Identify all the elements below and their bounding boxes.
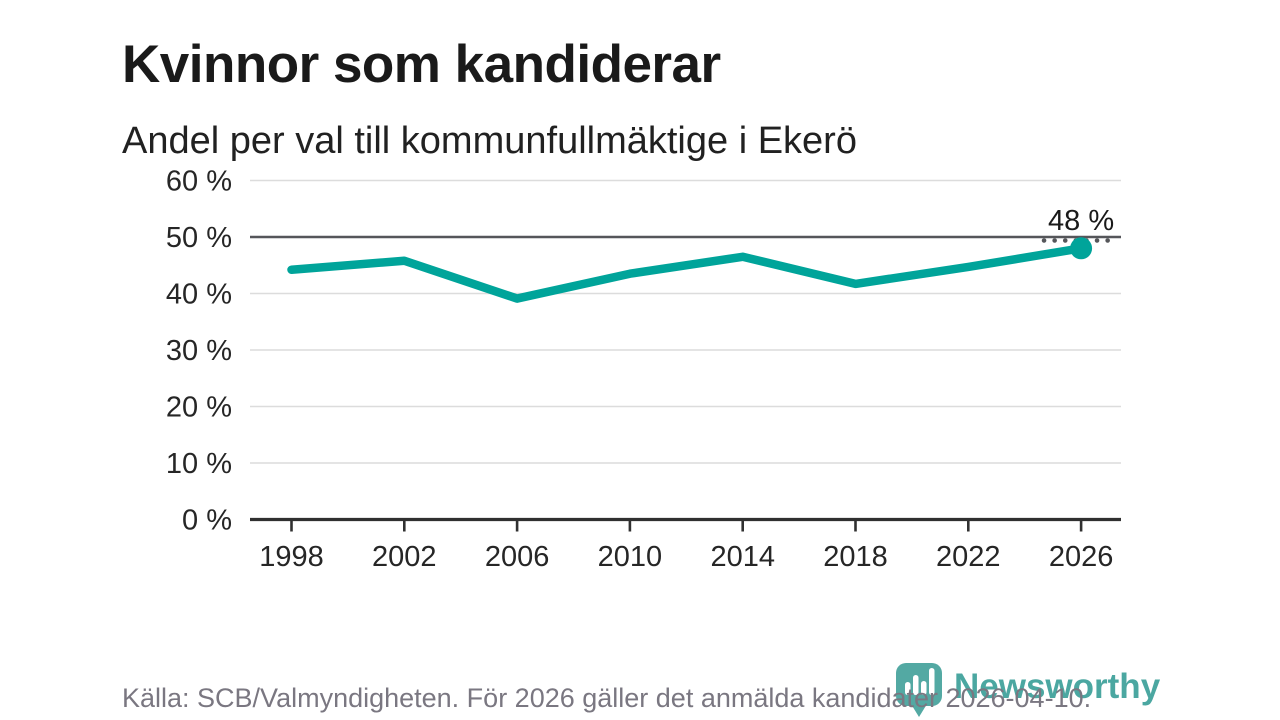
newsworthy-logo: Newsworthy <box>895 662 1160 718</box>
svg-text:2026: 2026 <box>1049 541 1114 573</box>
svg-text:2006: 2006 <box>485 541 550 573</box>
svg-text:30 %: 30 % <box>166 335 232 367</box>
svg-text:1998: 1998 <box>259 541 324 573</box>
page-subtitle: Andel per val till kommunfullmäktige i E… <box>122 119 857 162</box>
svg-text:20 %: 20 % <box>166 392 232 424</box>
svg-text:2018: 2018 <box>823 541 888 573</box>
svg-text:50 %: 50 % <box>166 222 232 254</box>
source-note: Källa: SCB/Valmyndigheten. För 2026 gäll… <box>122 683 1092 713</box>
svg-text:2022: 2022 <box>936 541 1001 573</box>
svg-text:2014: 2014 <box>710 541 775 573</box>
newsworthy-logo-icon <box>896 663 942 717</box>
svg-text:10 %: 10 % <box>166 448 232 480</box>
svg-text:60 %: 60 % <box>166 166 232 198</box>
last-value-label: 48 % <box>1048 205 1114 237</box>
svg-text:40 %: 40 % <box>166 279 232 311</box>
svg-text:2010: 2010 <box>598 541 663 573</box>
newsworthy-wordmark: Newsworthy <box>954 666 1161 706</box>
svg-text:0 %: 0 % <box>182 505 232 537</box>
svg-text:2002: 2002 <box>372 541 437 573</box>
page-title: Kvinnor som kandiderar <box>122 34 721 94</box>
